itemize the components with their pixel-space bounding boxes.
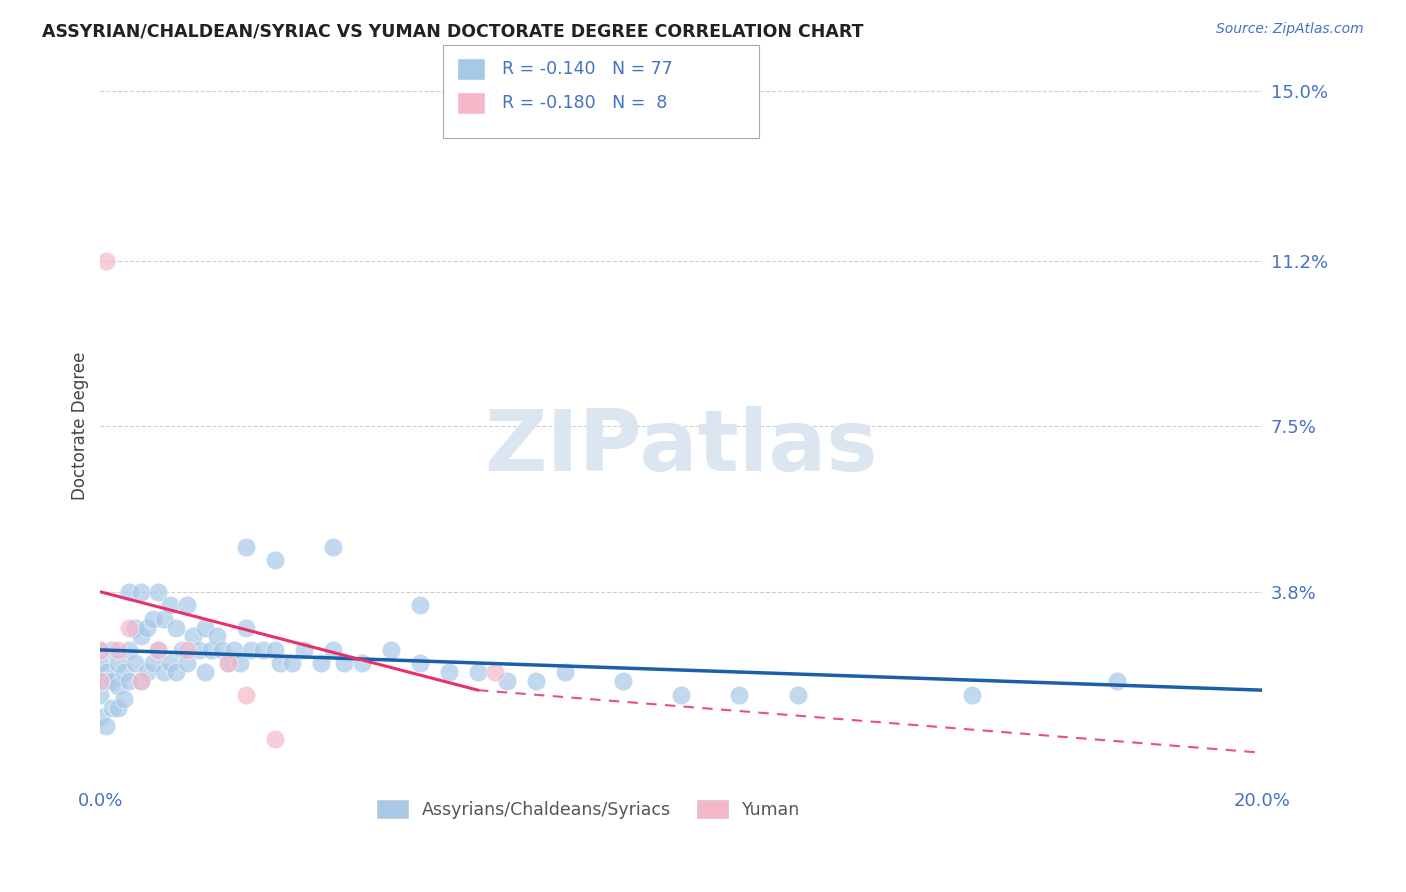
Point bbox=[235, 540, 257, 554]
Point bbox=[484, 665, 506, 680]
Point bbox=[101, 701, 124, 715]
Point bbox=[194, 621, 217, 635]
Point bbox=[263, 553, 285, 567]
Point bbox=[281, 657, 304, 671]
Point bbox=[89, 643, 111, 657]
Text: R = -0.180   N =  8: R = -0.180 N = 8 bbox=[502, 94, 668, 112]
Point bbox=[409, 657, 432, 671]
Point bbox=[96, 665, 118, 680]
Point bbox=[96, 719, 118, 733]
Point bbox=[380, 643, 402, 657]
Point bbox=[728, 688, 751, 702]
Point bbox=[671, 688, 693, 702]
Point bbox=[124, 657, 146, 671]
Point bbox=[205, 630, 228, 644]
Point bbox=[252, 643, 274, 657]
Point bbox=[142, 612, 165, 626]
Point bbox=[148, 643, 170, 657]
Point bbox=[176, 598, 198, 612]
Point bbox=[159, 657, 181, 671]
Point bbox=[89, 710, 111, 724]
Point bbox=[217, 657, 239, 671]
Point bbox=[135, 665, 157, 680]
Point bbox=[129, 674, 152, 689]
Point bbox=[96, 253, 118, 268]
Point bbox=[1105, 674, 1128, 689]
Point bbox=[786, 688, 808, 702]
Point bbox=[217, 657, 239, 671]
Point bbox=[181, 630, 204, 644]
Point bbox=[118, 643, 141, 657]
Point bbox=[437, 665, 460, 680]
Point bbox=[107, 643, 129, 657]
Text: R = -0.140   N = 77: R = -0.140 N = 77 bbox=[502, 60, 672, 78]
Point bbox=[235, 688, 257, 702]
Point bbox=[89, 674, 111, 689]
Point bbox=[107, 701, 129, 715]
Point bbox=[960, 688, 983, 702]
Point bbox=[229, 657, 252, 671]
Point bbox=[89, 643, 111, 657]
Point bbox=[240, 643, 263, 657]
Point bbox=[96, 674, 118, 689]
Point bbox=[124, 621, 146, 635]
Point bbox=[165, 665, 187, 680]
Point bbox=[89, 674, 111, 689]
Point bbox=[129, 630, 152, 644]
Point bbox=[112, 665, 135, 680]
Point bbox=[135, 621, 157, 635]
Point bbox=[222, 643, 245, 657]
Point bbox=[496, 674, 519, 689]
Point bbox=[333, 657, 356, 671]
Point bbox=[235, 621, 257, 635]
Legend: Assyrians/Chaldeans/Syriacs, Yuman: Assyrians/Chaldeans/Syriacs, Yuman bbox=[370, 793, 807, 825]
Point bbox=[322, 540, 344, 554]
Point bbox=[165, 621, 187, 635]
Point bbox=[263, 732, 285, 747]
Point bbox=[118, 584, 141, 599]
Point bbox=[153, 612, 176, 626]
Point bbox=[129, 674, 152, 689]
Point bbox=[159, 598, 181, 612]
Point bbox=[148, 643, 170, 657]
Point bbox=[194, 665, 217, 680]
Point bbox=[409, 598, 432, 612]
Point bbox=[176, 643, 198, 657]
Point bbox=[118, 621, 141, 635]
Point bbox=[101, 643, 124, 657]
Text: Source: ZipAtlas.com: Source: ZipAtlas.com bbox=[1216, 22, 1364, 37]
Point bbox=[89, 657, 111, 671]
Point bbox=[107, 679, 129, 693]
Point bbox=[170, 643, 193, 657]
Point bbox=[153, 665, 176, 680]
Point bbox=[263, 643, 285, 657]
Point bbox=[322, 643, 344, 657]
Point bbox=[89, 688, 111, 702]
Y-axis label: Doctorate Degree: Doctorate Degree bbox=[72, 352, 89, 500]
Point bbox=[211, 643, 233, 657]
Point bbox=[269, 657, 291, 671]
Point bbox=[292, 643, 315, 657]
Point bbox=[524, 674, 547, 689]
Point bbox=[612, 674, 634, 689]
Point bbox=[107, 657, 129, 671]
Point bbox=[176, 657, 198, 671]
Point bbox=[467, 665, 489, 680]
Text: ASSYRIAN/CHALDEAN/SYRIAC VS YUMAN DOCTORATE DEGREE CORRELATION CHART: ASSYRIAN/CHALDEAN/SYRIAC VS YUMAN DOCTOR… bbox=[42, 22, 863, 40]
Point bbox=[112, 692, 135, 706]
Point bbox=[142, 657, 165, 671]
Point bbox=[554, 665, 576, 680]
Point bbox=[309, 657, 332, 671]
Point bbox=[350, 657, 373, 671]
Point bbox=[129, 584, 152, 599]
Point bbox=[188, 643, 211, 657]
Point bbox=[148, 584, 170, 599]
Text: ZIPatlas: ZIPatlas bbox=[485, 406, 879, 490]
Point bbox=[101, 674, 124, 689]
Point bbox=[118, 674, 141, 689]
Point bbox=[200, 643, 222, 657]
